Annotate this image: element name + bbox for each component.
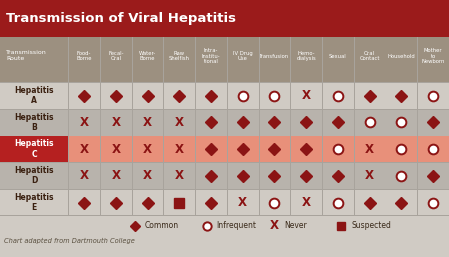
Text: Food-
Borne: Food- Borne — [76, 51, 92, 61]
Text: Oral
Contact: Oral Contact — [360, 51, 380, 61]
Text: X: X — [302, 196, 311, 209]
Text: Transfusion: Transfusion — [260, 54, 290, 59]
Text: Mother
to
Newborn: Mother to Newborn — [422, 48, 445, 64]
Text: Hepatitis
D: Hepatitis D — [14, 166, 54, 186]
Text: X: X — [175, 116, 184, 129]
Text: X: X — [111, 116, 120, 129]
Text: X: X — [79, 169, 88, 182]
Text: Hemo-
dialysis: Hemo- dialysis — [296, 51, 316, 61]
Text: Suspected: Suspected — [351, 221, 391, 230]
Text: X: X — [175, 169, 184, 182]
Text: X: X — [111, 169, 120, 182]
Text: Infrequent: Infrequent — [216, 221, 256, 230]
Text: X: X — [365, 169, 374, 182]
Text: Fecal-
Oral: Fecal- Oral — [108, 51, 123, 61]
Text: X: X — [365, 143, 374, 155]
Text: X: X — [269, 219, 278, 232]
Text: X: X — [238, 196, 247, 209]
Text: X: X — [302, 89, 311, 102]
Text: Hepatitis
A: Hepatitis A — [14, 86, 54, 105]
Text: Intra-
Institu-
tional: Intra- Institu- tional — [202, 48, 220, 64]
Text: X: X — [143, 169, 152, 182]
Text: X: X — [143, 143, 152, 155]
Text: IV Drug
Use: IV Drug Use — [233, 51, 253, 61]
Text: Common: Common — [145, 221, 179, 230]
Text: Household: Household — [387, 54, 415, 59]
Text: X: X — [143, 116, 152, 129]
Text: Hepatitis
C: Hepatitis C — [14, 139, 54, 159]
Text: Chart adapted from Dartmouth College: Chart adapted from Dartmouth College — [4, 237, 135, 244]
Text: Raw
Shelfish: Raw Shelfish — [169, 51, 190, 61]
Text: Sexual: Sexual — [329, 54, 347, 59]
Text: Hepatitis
B: Hepatitis B — [14, 113, 54, 132]
Text: Transmission
Route: Transmission Route — [6, 50, 47, 61]
Text: X: X — [111, 143, 120, 155]
Text: Never: Never — [284, 221, 307, 230]
Text: Water-
Borne: Water- Borne — [139, 51, 156, 61]
Text: Transmission of Viral Hepatitis: Transmission of Viral Hepatitis — [6, 12, 236, 25]
Text: X: X — [79, 116, 88, 129]
Text: X: X — [175, 143, 184, 155]
Text: Hepatitis
E: Hepatitis E — [14, 193, 54, 212]
Text: X: X — [79, 143, 88, 155]
